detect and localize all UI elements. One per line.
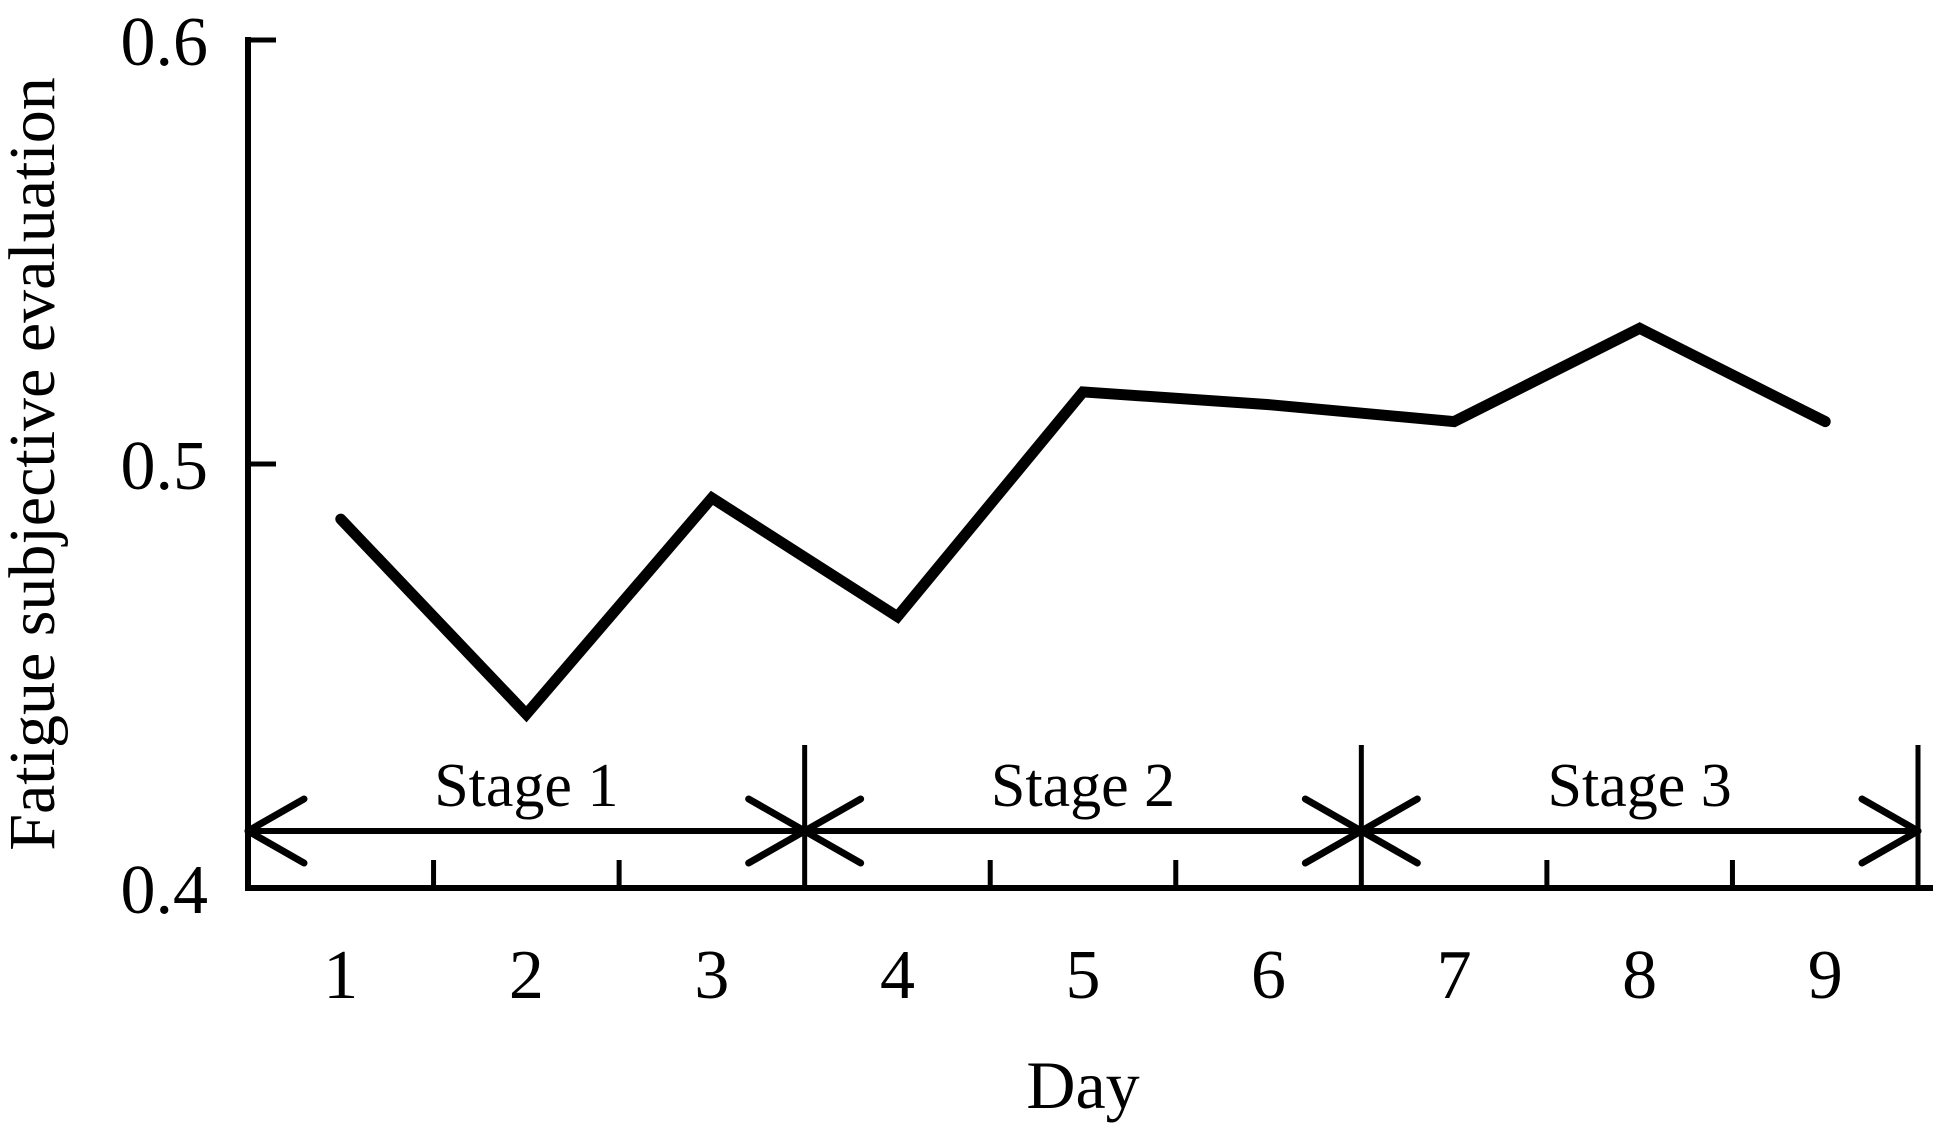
x-tick-label: 8 <box>1622 937 1657 1014</box>
stage-arrowhead-right <box>745 827 809 867</box>
stage-arrowhead-left <box>244 827 308 867</box>
stage-arrowhead-left <box>244 795 308 835</box>
stage-arrowhead-left <box>801 827 865 867</box>
stage-arrowhead-right <box>745 795 809 835</box>
x-tick-label: 3 <box>694 937 729 1014</box>
stage-arrowhead-left <box>1357 827 1421 867</box>
y-tick-label: 0.5 <box>121 428 209 505</box>
x-tick-label: 9 <box>1808 937 1843 1014</box>
stage-arrowhead-left <box>1357 795 1421 835</box>
x-tick-label: 2 <box>509 937 544 1014</box>
x-tick-label: 1 <box>323 937 358 1014</box>
stage-arrowhead-right <box>1301 795 1365 835</box>
x-axis-title: Day <box>1026 1047 1139 1123</box>
stage-label: Stage 3 <box>1548 752 1732 820</box>
data-series-line <box>335 322 1831 723</box>
y-tick-label: 0.4 <box>121 852 209 929</box>
stage-arrowhead-right <box>1858 827 1922 867</box>
stage-label: Stage 1 <box>434 752 618 820</box>
x-tick-label: 7 <box>1437 937 1472 1014</box>
x-tick-label: 4 <box>880 937 915 1014</box>
x-tick-label: 6 <box>1251 937 1286 1014</box>
stage-arrowhead-left <box>801 795 865 835</box>
x-tick-label: 5 <box>1066 937 1101 1014</box>
y-tick-label: 0.6 <box>121 4 209 81</box>
y-axis-title: Fatigue subjective evaluation <box>0 77 69 850</box>
stage-label: Stage 2 <box>991 752 1175 820</box>
stage-arrowhead-right <box>1858 795 1922 835</box>
stage-arrowhead-right <box>1301 827 1365 867</box>
